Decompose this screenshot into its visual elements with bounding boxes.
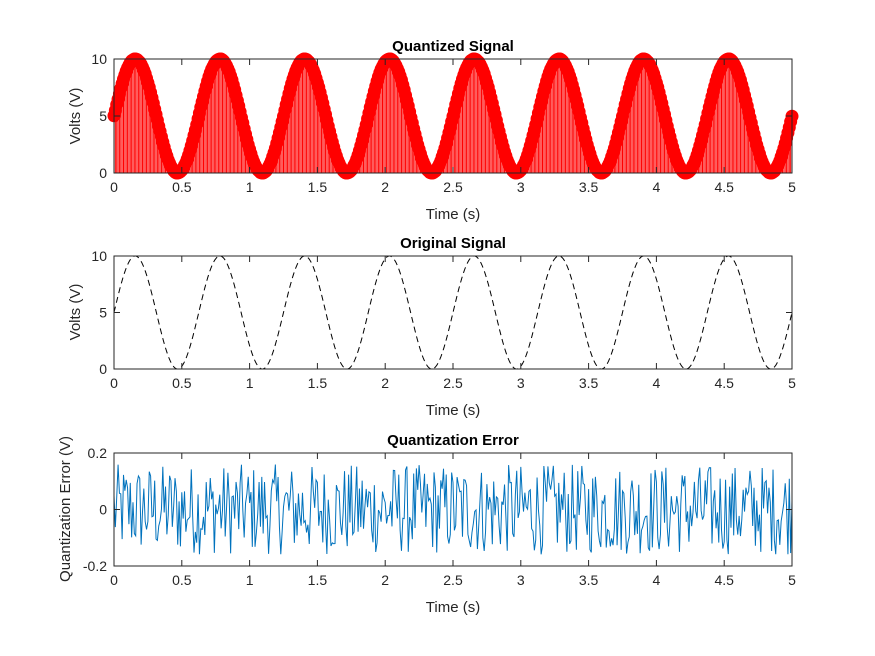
x-tick-label: 1.5 [308, 572, 328, 588]
x-tick-label: 5 [788, 179, 796, 195]
x-tick-label: 3 [517, 179, 525, 195]
original-signal-title: Original Signal [400, 235, 506, 252]
y-tick-label: 10 [91, 248, 107, 264]
x-tick-label: 4.5 [714, 179, 734, 195]
x-tick-label: 2.5 [443, 375, 463, 391]
original-xlabel: Time (s) [426, 402, 480, 419]
x-tick-label: 2 [381, 572, 389, 588]
x-tick-label: 2 [381, 179, 389, 195]
quantized-signal-stems [107, 52, 799, 180]
original-ylabel: Volts (V) [67, 284, 84, 341]
x-tick-label: 2.5 [443, 572, 463, 588]
x-tick-label: 3.5 [579, 375, 599, 391]
y-tick-label: 5 [99, 108, 107, 124]
x-tick-label: 1 [246, 375, 254, 391]
y-tick-label: 10 [91, 51, 107, 67]
subplot-quantization-error: Quantization Error 0 0.5 1 1.5 2 2.5 3 3.5 4 4.5 5… [57, 432, 796, 616]
quantized-xlabel: Time (s) [426, 206, 480, 223]
error-xlabel: Time (s) [426, 599, 480, 616]
quantization-error-title: Quantization Error [387, 432, 519, 449]
x-tick-label: 5 [788, 375, 796, 391]
x-tick-label: 3.5 [579, 572, 599, 588]
x-tick-label: 2 [381, 375, 389, 391]
quantized-signal-title: Quantized Signal [392, 38, 514, 55]
x-tick-label: 1 [246, 572, 254, 588]
error-ylabel: Quantization Error (V) [57, 436, 74, 582]
y-tick-label: 0 [99, 502, 107, 518]
y-tick-label: 0 [99, 361, 107, 377]
x-tick-label: 0.5 [172, 179, 192, 195]
y-tick-label: 0.2 [88, 445, 108, 461]
x-tick-label: 4 [653, 375, 661, 391]
x-tick-label: 3.5 [579, 179, 599, 195]
quantized-ylabel: Volts (V) [67, 88, 84, 145]
x-tick-label: 0.5 [172, 572, 192, 588]
x-tick-label: 4 [653, 572, 661, 588]
x-tick-label: 4 [653, 179, 661, 195]
x-tick-label: 1 [246, 179, 254, 195]
x-tick-label: 2.5 [443, 179, 463, 195]
x-tick-label: 0 [110, 375, 118, 391]
x-tick-label: 4.5 [714, 572, 734, 588]
original-plot-area [114, 256, 792, 369]
x-tick-label: 1.5 [308, 375, 328, 391]
y-tick-label: -0.2 [83, 558, 107, 574]
x-tick-label: 3 [517, 572, 525, 588]
x-tick-label: 4.5 [714, 375, 734, 391]
subplot-quantized-signal: Quantized Signal 0 0.5 1 1.5 2 2.5 3 3.5 4 4.5 5 0 5… [67, 38, 799, 223]
subplot-original-signal: Original Signal 0 0.5 1 1.5 2 2.5 3 3.5 4 4.5 5 0 5 1… [67, 235, 796, 419]
original-ticks: 0 0.5 1 1.5 2 2.5 3 3.5 4 4.5 5 0 5 10 [91, 248, 796, 391]
error-signal-path [113, 464, 793, 555]
x-tick-label: 0 [110, 572, 118, 588]
x-tick-label: 3 [517, 375, 525, 391]
quantized-ticks: 0 0.5 1 1.5 2 2.5 3 3.5 4 4.5 5 0 5 10 [91, 51, 796, 195]
x-tick-label: 0 [110, 179, 118, 195]
y-tick-label: 0 [99, 165, 107, 181]
error-ticks: 0 0.5 1 1.5 2 2.5 3 3.5 4 4.5 5-0.200.2 [83, 445, 796, 588]
x-tick-label: 0.5 [172, 375, 192, 391]
x-tick-label: 5 [788, 572, 796, 588]
y-tick-label: 5 [99, 305, 107, 321]
quantization-error-line [113, 464, 793, 555]
x-tick-label: 1.5 [308, 179, 328, 195]
